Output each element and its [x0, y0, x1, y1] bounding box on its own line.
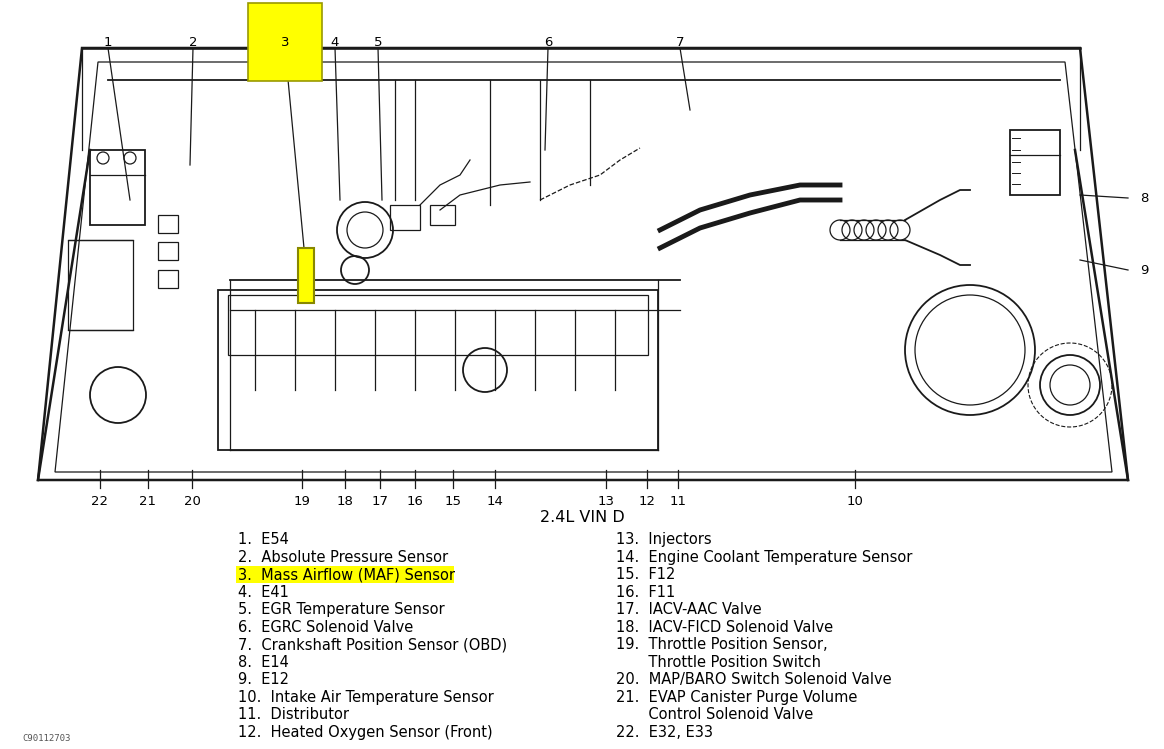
Text: Control Solenoid Valve: Control Solenoid Valve [616, 707, 814, 722]
Bar [68, 240, 133, 330]
Bar [218, 290, 658, 450]
Bar [430, 205, 455, 225]
Text: 10: 10 [846, 495, 864, 508]
Text: 2.  Absolute Pressure Sensor: 2. Absolute Pressure Sensor [237, 550, 448, 565]
Text: 2: 2 [189, 35, 197, 49]
Text: 6: 6 [544, 35, 552, 49]
Text: 4: 4 [331, 35, 339, 49]
Text: 11.  Distributor: 11. Distributor [237, 707, 349, 722]
Bar [158, 242, 178, 260]
Text: 20: 20 [184, 495, 200, 508]
Text: 21.  EVAP Canister Purge Volume: 21. EVAP Canister Purge Volume [616, 690, 858, 705]
Text: 5: 5 [374, 35, 382, 49]
Text: 6.  EGRC Solenoid Valve: 6. EGRC Solenoid Valve [237, 620, 413, 635]
Text: 17: 17 [371, 495, 389, 508]
Text: 17.  IACV-AAC Valve: 17. IACV-AAC Valve [616, 602, 761, 617]
Bar [390, 205, 420, 230]
Text: 12.  Heated Oxygen Sensor (Front): 12. Heated Oxygen Sensor (Front) [237, 725, 492, 740]
Text: 1.  E54: 1. E54 [237, 533, 289, 548]
Bar [158, 215, 178, 233]
Bar [1010, 130, 1060, 195]
Text: 18.  IACV-FICD Solenoid Valve: 18. IACV-FICD Solenoid Valve [616, 620, 833, 635]
Bar [90, 150, 146, 225]
Text: 16.  F11: 16. F11 [616, 585, 675, 600]
Text: 15: 15 [445, 495, 461, 508]
Text: 3.  Mass Airflow (MAF) Sensor: 3. Mass Airflow (MAF) Sensor [237, 568, 455, 583]
Text: C90112703: C90112703 [22, 734, 70, 743]
Text: 7.  Crankshaft Position Sensor (OBD): 7. Crankshaft Position Sensor (OBD) [237, 637, 508, 652]
Text: 22: 22 [92, 495, 108, 508]
Text: 18: 18 [336, 495, 354, 508]
Text: 5.  EGR Temperature Sensor: 5. EGR Temperature Sensor [237, 602, 445, 617]
Text: Throttle Position Switch: Throttle Position Switch [616, 655, 821, 670]
Bar [236, 566, 454, 583]
Text: 7: 7 [676, 35, 684, 49]
Text: 13: 13 [597, 495, 615, 508]
Text: 14: 14 [487, 495, 504, 508]
Text: 3: 3 [281, 35, 289, 49]
Text: 15.  F12: 15. F12 [616, 568, 675, 583]
Text: 9: 9 [1140, 264, 1149, 276]
Text: 21: 21 [140, 495, 156, 508]
Bar [228, 295, 648, 355]
Text: 1: 1 [104, 35, 112, 49]
Text: 4.  E41: 4. E41 [237, 585, 289, 600]
Text: 14.  Engine Coolant Temperature Sensor: 14. Engine Coolant Temperature Sensor [616, 550, 913, 565]
Text: 22.  E32, E33: 22. E32, E33 [616, 725, 714, 740]
Text: 10.  Intake Air Temperature Sensor: 10. Intake Air Temperature Sensor [237, 690, 494, 705]
Text: 20.  MAP/BARO Switch Solenoid Valve: 20. MAP/BARO Switch Solenoid Valve [616, 673, 892, 688]
Text: 9.  E12: 9. E12 [237, 673, 289, 688]
Text: 8.  E14: 8. E14 [237, 655, 289, 670]
Text: 19.  Throttle Position Sensor,: 19. Throttle Position Sensor, [616, 637, 828, 652]
Text: 13.  Injectors: 13. Injectors [616, 533, 711, 548]
Text: 8: 8 [1140, 192, 1149, 204]
Text: 19: 19 [293, 495, 311, 508]
Text: 16: 16 [406, 495, 424, 508]
Text: 2.4L VIN D: 2.4L VIN D [540, 510, 624, 525]
Bar [298, 248, 314, 303]
Bar [158, 270, 178, 288]
Text: 12: 12 [639, 495, 655, 508]
Text: 11: 11 [669, 495, 687, 508]
